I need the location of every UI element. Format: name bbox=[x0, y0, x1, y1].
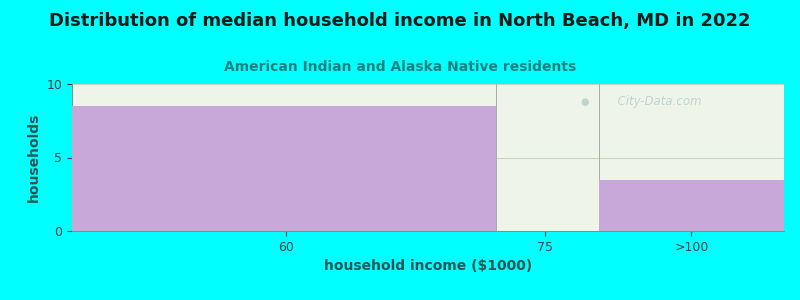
Text: ●: ● bbox=[580, 97, 589, 106]
Text: Distribution of median household income in North Beach, MD in 2022: Distribution of median household income … bbox=[50, 12, 750, 30]
Bar bbox=[599, 179, 784, 231]
Text: American Indian and Alaska Native residents: American Indian and Alaska Native reside… bbox=[224, 60, 576, 74]
Y-axis label: households: households bbox=[27, 113, 41, 202]
X-axis label: household income ($1000): household income ($1000) bbox=[324, 259, 532, 273]
Text: City-Data.com: City-Data.com bbox=[610, 95, 702, 108]
Bar bbox=[72, 106, 496, 231]
